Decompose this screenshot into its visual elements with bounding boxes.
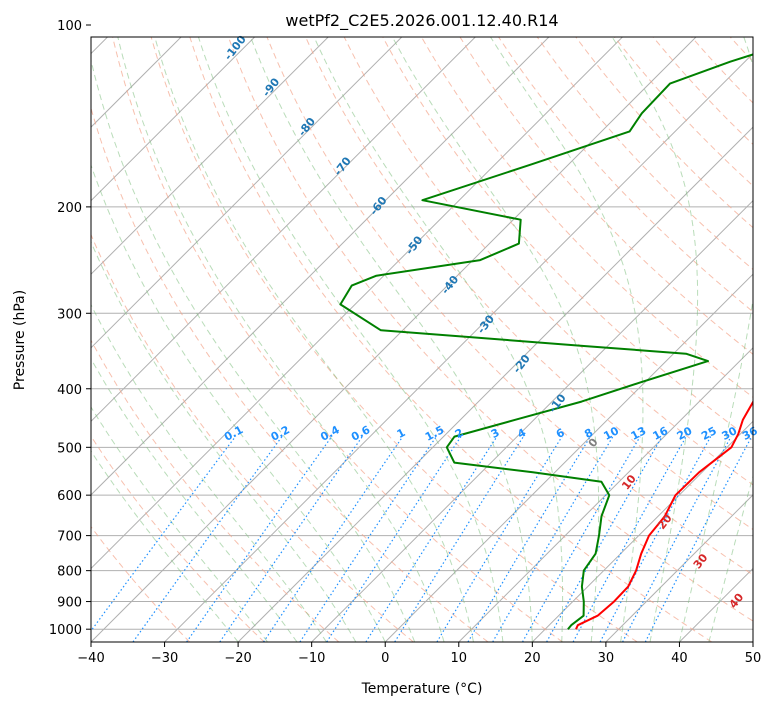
mixing-ratio-line	[572, 436, 687, 642]
isotherm-gridline	[458, 347, 753, 642]
x-axis-label: Temperature (°C)	[361, 681, 483, 697]
moist-adiabat-line	[678, 37, 753, 642]
mixing-ratio-line	[546, 436, 663, 642]
y-axis-label: Pressure (hPa)	[12, 290, 28, 390]
dry-adiabat-line	[305, 37, 753, 531]
mixing-ratio-line	[644, 436, 753, 642]
y-tick-label: 300	[57, 307, 82, 322]
isotherm-gridline	[531, 420, 753, 642]
moist-adiabat-line	[91, 450, 239, 642]
dry-adiabat-line	[91, 339, 340, 642]
moist-adiabat-line	[91, 406, 268, 642]
dry-adiabat-line	[420, 37, 753, 398]
mixing-ratio-line	[394, 436, 524, 642]
mixing-ratio-line	[521, 436, 641, 642]
dry-adiabat-line	[343, 37, 753, 486]
mixing-ratio-line	[365, 436, 498, 642]
y-tick-label: 900	[57, 596, 82, 611]
mixing-ratio-line	[492, 436, 614, 642]
x-tick-label: 20	[524, 651, 541, 666]
moist-adiabat-line	[91, 58, 416, 642]
dry-adiabat-line	[227, 37, 753, 622]
dry-adiabat-line	[112, 37, 563, 642]
mixing-ratio-line	[186, 436, 333, 642]
isotherm-gridline	[91, 37, 624, 570]
mixing-ratio-label: 25	[699, 424, 719, 443]
plot-area	[91, 37, 753, 642]
moist-adiabat-line	[91, 357, 298, 642]
moist-adiabat-line	[154, 37, 474, 642]
dry-adiabat-line	[266, 37, 753, 576]
mixing-ratio-label: 10	[601, 424, 621, 443]
y-tick-label: 1000	[49, 623, 82, 638]
moist-adiabat-line	[91, 163, 386, 642]
y-tick-label: 600	[57, 489, 82, 504]
moist-adiabat-line	[611, 37, 699, 642]
moist-adiabat-line	[391, 37, 600, 642]
dry-adiabat-line	[382, 37, 753, 442]
x-axis: −40 −30 −20 −10 0 10 20 30 40 50	[77, 642, 761, 666]
moist-adiabat-line	[197, 37, 504, 642]
isotherm-gridline	[91, 37, 697, 642]
dry-adiabat-line	[91, 233, 414, 642]
isotherm-gridline	[91, 37, 477, 423]
x-tick-label: −20	[224, 651, 251, 666]
mixing-ratio-line	[263, 436, 404, 642]
moist-adiabat-line	[117, 37, 445, 642]
x-tick-label: −10	[298, 651, 325, 666]
moist-adiabat-line	[313, 37, 564, 642]
moist-adiabat-line	[91, 240, 357, 642]
y-tick-label: 500	[57, 441, 82, 456]
chart-title: wetPf2_C2E5.2026.001.12.40.R14	[285, 11, 558, 31]
moist-adiabat-line	[489, 37, 644, 642]
mixing-ratio-label: 16	[651, 424, 671, 443]
mixing-ratio-line	[91, 436, 236, 632]
isotherm-gridline	[91, 37, 329, 275]
mixing-ratio-line	[219, 436, 363, 642]
isotherm-gridline	[384, 273, 753, 642]
x-tick-label: 10	[451, 651, 468, 666]
temperature-profile-line	[575, 400, 753, 630]
mixing-ratio-line	[326, 436, 462, 642]
mixing-ratio-line	[467, 436, 591, 642]
isotherm-gridline	[311, 199, 753, 642]
isotherm-gridline	[91, 37, 403, 349]
dry-adiabat-line	[150, 37, 638, 642]
isotherm-gridline	[164, 52, 753, 642]
mixing-ratio-label: 36	[740, 424, 760, 443]
y-tick-label: 200	[57, 201, 82, 216]
y-tick-label: 800	[57, 565, 82, 580]
y-tick-label: 100	[57, 19, 82, 34]
dry-adiabat-line	[91, 435, 265, 642]
isotherm-gridline	[237, 126, 753, 642]
mixing-ratio-label: 30	[720, 424, 740, 443]
x-tick-label: 0	[381, 651, 389, 666]
isotherm-gridline	[91, 37, 256, 202]
mixing-ratio-label: 20	[675, 424, 695, 443]
mixing-ratio-line	[436, 436, 563, 642]
mixing-ratio-line	[599, 436, 712, 642]
x-tick-label: −30	[151, 651, 178, 666]
y-tick-label: 400	[57, 383, 82, 398]
dry-adiabat-line	[189, 37, 713, 642]
moist-adiabat-line	[708, 474, 753, 642]
y-axis: 100 200 300 400 500 600 700 800 900 1000	[49, 19, 91, 638]
dewpoint-profile-line	[339, 53, 753, 630]
isotherm-gridline	[91, 37, 550, 496]
dry-adiabat-line	[459, 37, 753, 355]
x-tick-label: −40	[77, 651, 104, 666]
isotherm-gridline	[605, 494, 753, 642]
plot-frame	[90, 36, 754, 643]
x-tick-label: 30	[598, 651, 615, 666]
x-tick-label: 40	[671, 651, 688, 666]
moist-adiabat-line	[91, 303, 327, 642]
y-tick-label: 700	[57, 530, 82, 545]
mixing-ratio-label: 13	[629, 424, 649, 443]
x-tick-label: 50	[745, 651, 762, 666]
mixing-ratio-line	[299, 436, 437, 642]
mixing-ratio-line	[622, 436, 732, 642]
